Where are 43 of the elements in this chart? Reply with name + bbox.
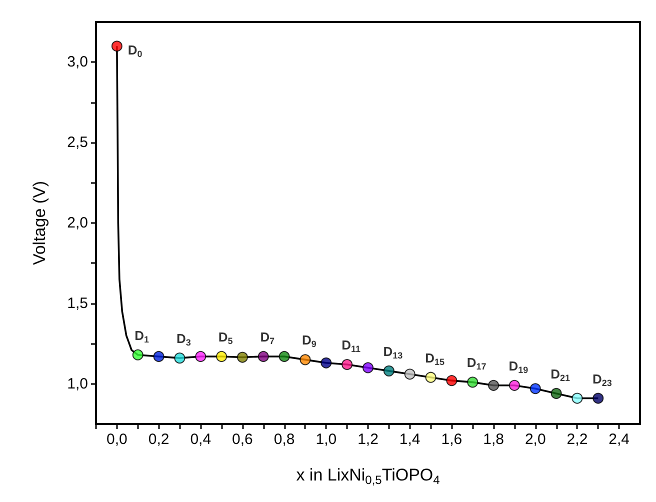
point xyxy=(508,380,520,391)
point xyxy=(111,40,122,52)
x-tick-label: 2,2 xyxy=(566,431,588,448)
point xyxy=(404,368,416,380)
x-tick-label: 2,4 xyxy=(608,431,630,448)
y-tick-label: 2,5 xyxy=(67,134,88,152)
point xyxy=(174,352,186,364)
x-tick-label: 1,2 xyxy=(358,431,378,448)
point xyxy=(467,376,478,388)
y-axis-title: Voltage (V) xyxy=(30,180,49,266)
point xyxy=(236,352,248,363)
point xyxy=(425,372,436,383)
point xyxy=(383,365,394,376)
point xyxy=(258,350,269,362)
point xyxy=(550,388,562,399)
point xyxy=(530,383,541,394)
point xyxy=(572,392,583,404)
point xyxy=(153,350,164,362)
x-tick-label: 0,2 xyxy=(148,431,170,448)
point xyxy=(488,380,500,391)
point xyxy=(592,392,604,404)
y-tick-label: 2,0 xyxy=(67,214,88,232)
x-tick-label: 1,8 xyxy=(483,431,504,448)
point xyxy=(342,359,353,370)
y-tick-label: 1,5 xyxy=(67,294,88,312)
point xyxy=(362,362,374,374)
point xyxy=(216,350,228,362)
x-tick-label: 0,8 xyxy=(274,431,295,448)
y-tick-label: 3,0 xyxy=(67,54,88,71)
x-tick-label: 0,0 xyxy=(106,431,128,448)
point xyxy=(278,350,290,362)
x-tick-label: 1,6 xyxy=(441,431,462,448)
x-tick-label: 0,4 xyxy=(190,431,212,448)
point xyxy=(446,375,458,386)
x-tick-label: 1,4 xyxy=(399,431,420,448)
x-tick-label: 0,6 xyxy=(232,431,253,448)
x-tick-label: 1,0 xyxy=(316,431,337,448)
y-tick-label: 1,0 xyxy=(67,375,88,392)
point xyxy=(195,350,206,362)
x-tick-label: 2,0 xyxy=(524,431,546,448)
point xyxy=(300,354,311,366)
point xyxy=(132,349,144,360)
point xyxy=(320,357,332,368)
